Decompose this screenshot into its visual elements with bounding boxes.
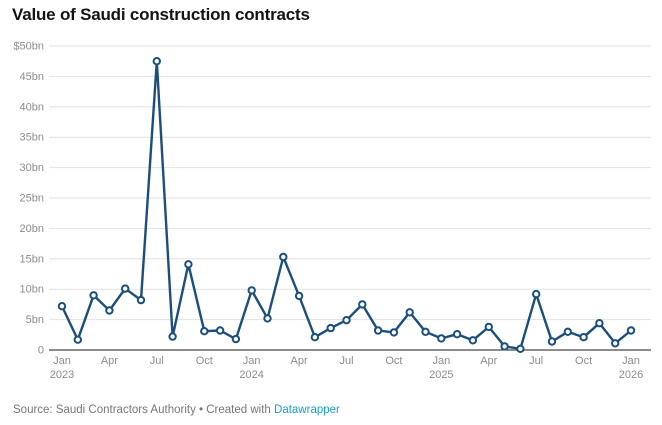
data-point[interactable]: May 2023: 10.1bn <box>121 284 130 293</box>
data-point[interactable]: Oct 2024: 2.9bn <box>389 328 399 337</box>
data-point[interactable]: Jun 2025: 0.2bn <box>516 344 525 353</box>
y-tick-label: 10bn <box>20 284 44 296</box>
data-point[interactable]: May 2024: 2.1bn <box>310 333 320 342</box>
data-point[interactable]: Apr 2024: 8.9bn <box>294 291 304 301</box>
footer-separator: • <box>195 404 207 416</box>
data-point[interactable]: Feb 2025: 2.6bn <box>452 330 462 339</box>
data-point[interactable]: Sep 2023: 14.1bn <box>184 260 193 269</box>
x-tick-month-label: Jan <box>432 355 450 367</box>
y-tick-label: 45bn <box>20 71 44 83</box>
data-point[interactable]: Jul 2025: 9.2bn <box>532 289 541 299</box>
y-tick-label: 30bn <box>20 162 44 174</box>
data-point[interactable]: Dec 2024: 3bn <box>421 327 430 336</box>
data-point[interactable]: Feb 2024: 5.2bn <box>263 314 272 323</box>
chart-footer: Source: Saudi Contractors Authority • Cr… <box>13 404 340 416</box>
data-point[interactable]: Jul 2023: 47.5bn <box>152 57 162 66</box>
data-point[interactable]: Jul 2024: 4.9bn <box>342 316 351 325</box>
x-tick-month-label: Jul <box>339 355 353 367</box>
data-point[interactable]: Jan 2023: 7.2bn <box>57 302 67 311</box>
x-tick-month-label: Jan <box>622 355 640 367</box>
data-line <box>60 60 633 350</box>
y-tick-label: 5bn <box>26 314 44 326</box>
data-point[interactable]: Apr 2023: 6.5bn <box>105 306 114 315</box>
data-point[interactable]: Nov 2025: 4.4bn <box>595 319 604 328</box>
data-point[interactable]: Jan 2025: 1.9bn <box>437 334 446 343</box>
data-point[interactable]: Aug 2024: 7.5bn <box>358 300 367 309</box>
source-prefix: Source: <box>13 404 56 416</box>
x-tick-month-label: Jan <box>243 355 261 367</box>
data-point[interactable]: Mar 2023: 9bn <box>89 291 98 300</box>
data-point[interactable]: Sep 2025: 3bn <box>563 327 572 336</box>
data-point[interactable]: Apr 2025: 3.8bn <box>484 322 493 332</box>
x-tick-month-label: Jul <box>529 355 543 367</box>
data-point[interactable]: Jun 2023: 8.2bn <box>136 295 146 305</box>
data-point[interactable]: Nov 2023: 3.2bn <box>215 326 225 335</box>
y-tick-label: 0 <box>38 345 44 357</box>
data-point[interactable]: Aug 2023: 2.2bn <box>168 332 177 341</box>
x-tick-year-label: 2025 <box>429 369 453 381</box>
chart-title: Value of Saudi construction contracts <box>12 5 310 24</box>
data-point[interactable]: Sep 2024: 3.2bn <box>373 326 383 335</box>
x-tick-year-label: 2026 <box>619 369 643 381</box>
y-tick-label: 20bn <box>20 223 44 235</box>
data-point[interactable]: Mar 2025: 1.6bn <box>468 336 478 345</box>
data-point[interactable]: Dec 2023: 1.8bn <box>231 334 241 344</box>
data-point[interactable]: Oct 2025: 2.1bn <box>579 333 588 342</box>
x-tick-year-label: 2023 <box>50 369 74 381</box>
data-point[interactable]: Jun 2024: 3.6bn <box>326 323 335 333</box>
x-tick-month-label: Apr <box>291 355 308 367</box>
data-point[interactable]: Oct 2023: 3.1bn <box>200 327 209 336</box>
x-tick-year-label: 2024 <box>239 369 263 381</box>
y-tick-label: $50bn <box>13 41 44 53</box>
x-tick-month-label: Oct <box>196 355 213 367</box>
x-tick-month-label: Apr <box>101 355 118 367</box>
data-point[interactable]: Nov 2024: 6.2bn <box>405 308 414 317</box>
y-tick-label: 40bn <box>20 101 44 113</box>
x-tick-month-label: Jul <box>150 355 164 367</box>
y-tick-label: 35bn <box>20 132 44 144</box>
created-with-text: Created with <box>206 404 275 416</box>
datawrapper-link[interactable]: Datawrapper <box>274 404 340 416</box>
data-point[interactable]: Jan 2024: 9.8bn <box>247 286 256 295</box>
data-point[interactable]: Jan 2026: 3.2bn <box>626 326 636 335</box>
x-tick-month-label: Apr <box>480 355 497 367</box>
data-point[interactable]: Feb 2023: 1.7bn <box>73 335 83 344</box>
data-point[interactable]: Aug 2025: 1.4bn <box>547 337 557 346</box>
x-tick-month-label: Oct <box>575 355 592 367</box>
y-tick-label: 25bn <box>20 193 44 205</box>
x-tick-month-label: Jan <box>53 355 71 367</box>
x-tick-month-label: Oct <box>385 355 402 367</box>
data-point[interactable]: May 2025: 0.6bn <box>500 342 509 351</box>
data-point[interactable]: Dec 2025: 1.1bn <box>611 339 620 348</box>
data-point[interactable]: Mar 2024: 15.3bn <box>279 252 288 262</box>
source-name: Saudi Contractors Authority <box>55 404 196 416</box>
y-tick-label: 15bn <box>20 253 44 265</box>
